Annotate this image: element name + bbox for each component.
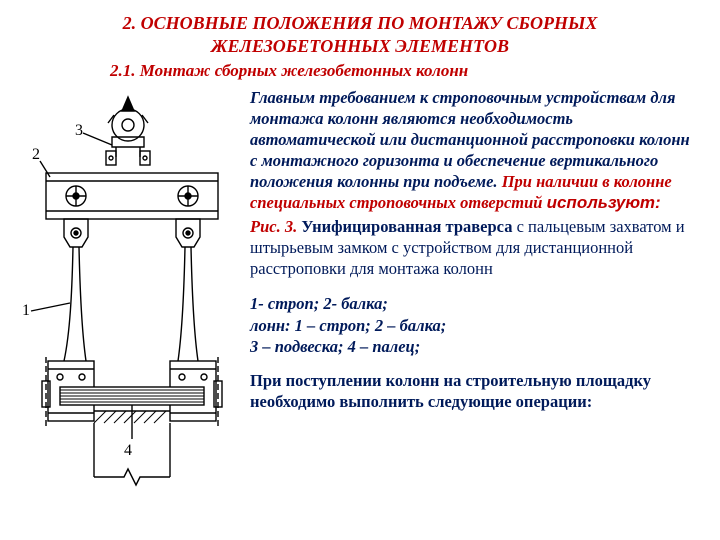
- subsection-title: 2.1. Монтаж сборных железобетонных колон…: [110, 61, 700, 81]
- legend-block: 1- строп; 2- балка; лонн: 1 – строп; 2 –…: [250, 293, 690, 357]
- legend-line-2: лонн: 1 – строп; 2 – балка;: [250, 316, 446, 335]
- legend-line-3: 3 – подвеска; 4 – палец;: [250, 337, 420, 356]
- caption-bold: Унифицированная траверса: [301, 217, 516, 236]
- title-line-2: ЖЕЛЕЗОБЕТОННЫХ ЭЛЕМЕНТОВ: [211, 36, 509, 56]
- outro-paragraph: При поступлении колонн на строительную п…: [250, 370, 690, 413]
- text-column: Главным требованием к строповочным устро…: [250, 87, 700, 493]
- fig-label-3: 3: [75, 122, 83, 139]
- title-line-1: 2. ОСНОВНЫЕ ПОЛОЖЕНИЯ ПО МОНТАЖУ СБОРНЫХ: [123, 13, 598, 33]
- section-title: 2. ОСНОВНЫЕ ПОЛОЖЕНИЯ ПО МОНТАЖУ СБОРНЫХ…: [20, 12, 700, 59]
- traverse-diagram: 3 2 1 4: [20, 93, 238, 493]
- paragraph-main: Главным требованием к строповочным устро…: [250, 87, 690, 214]
- caption-lead: Рис. 3.: [250, 217, 301, 236]
- p1-red-arial: используют:: [547, 193, 661, 212]
- fig-label-4: 4: [124, 442, 132, 459]
- content-row: 3 2 1 4 Главным требованием к строповочн…: [20, 87, 700, 493]
- figure-caption: Рис. 3. Унифицированная траверса с пальц…: [250, 216, 690, 279]
- fig-label-1: 1: [22, 302, 30, 319]
- figure-column: 3 2 1 4: [20, 87, 238, 493]
- legend-line-1: 1- строп; 2- балка;: [250, 294, 388, 313]
- fig-label-2: 2: [32, 146, 40, 163]
